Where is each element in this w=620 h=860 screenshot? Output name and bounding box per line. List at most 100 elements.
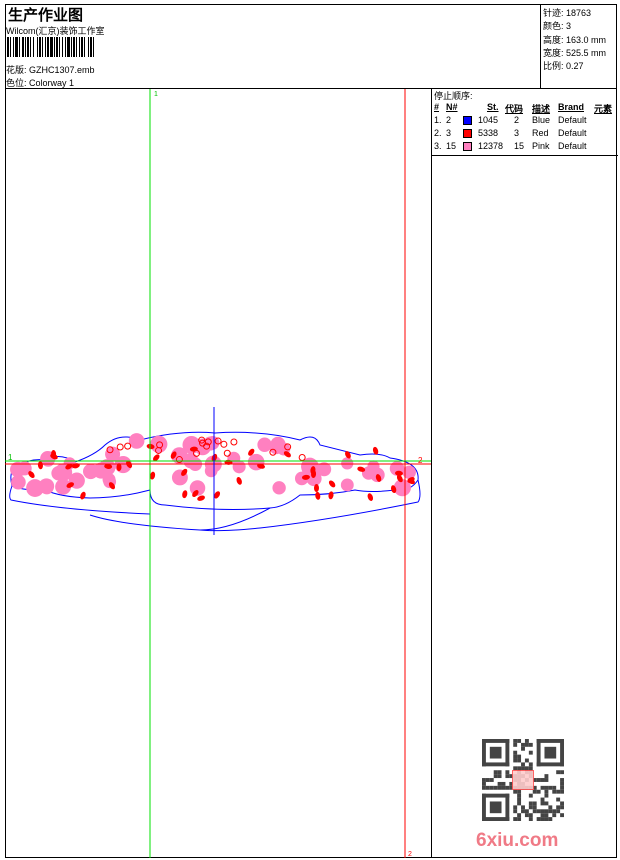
red-leaf: [197, 495, 205, 501]
red-leaf: [372, 446, 379, 455]
red-leaf: [313, 484, 319, 493]
color-count: 颜色: 3: [543, 21, 572, 31]
red-leaf: [170, 451, 177, 459]
row-needle: 2: [446, 115, 452, 125]
row-needle: 15: [446, 141, 457, 151]
red-leaf: [357, 466, 366, 472]
design-outline: [10, 431, 419, 510]
color-swatch: [463, 129, 472, 138]
seal-stamp: [512, 770, 534, 790]
row-desc: Red: [532, 128, 549, 138]
design-info: 针迹: 18763 颜色: 3 高度: 163.0 mm 宽度: 525.5 m…: [540, 4, 617, 89]
stitch-count: 针迹: 18763: [543, 8, 592, 18]
colorway-value: Colorway 1: [29, 78, 75, 88]
red-leaf: [149, 471, 156, 480]
pink-flower: [11, 474, 26, 490]
col-desc: 描述: [532, 104, 551, 114]
red-leaf: [345, 451, 351, 459]
red-vine: [214, 437, 222, 445]
row-stitches: 1045: [478, 115, 499, 125]
red-vine: [155, 446, 163, 454]
red-leaf: [248, 448, 255, 456]
pink-flower: [340, 478, 354, 492]
stop-row[interactable]: 1. 2 1045 2 Blue Default: [432, 115, 618, 128]
red-vine: [192, 449, 200, 457]
row-index: 3.: [434, 141, 442, 151]
red-vine: [116, 443, 124, 451]
colorway: 色位: Colorway 1: [6, 76, 74, 89]
design-base-outline: [9, 479, 421, 532]
row-stitches: 12378: [478, 141, 504, 151]
red-leaf: [395, 470, 403, 476]
stop-row[interactable]: 2. 3 5338 3 Red Default: [432, 128, 618, 141]
red-vine: [230, 438, 238, 446]
red-leaf: [146, 443, 155, 450]
red-leaf: [80, 491, 86, 500]
pink-flower: [55, 478, 72, 495]
panel-divider: [432, 155, 618, 156]
row-brand: Default: [558, 128, 587, 138]
row-desc: Blue: [532, 115, 551, 125]
red-leaf: [37, 461, 43, 470]
red-leaf: [28, 471, 35, 478]
red-leaf: [192, 490, 199, 497]
color-swatch: [463, 116, 472, 125]
red-leaf: [182, 490, 188, 499]
col-element: 元素: [594, 104, 613, 114]
barcode: [7, 37, 96, 57]
red-leaf: [50, 453, 58, 460]
pink-flower: [402, 465, 416, 479]
sheet-frame: [5, 4, 617, 858]
row-stitches: 5338: [478, 128, 499, 138]
col-needle: N#: [446, 102, 458, 112]
watermark-logo: 6xiu.com: [476, 830, 559, 851]
marker-top: 1: [154, 91, 158, 98]
pink-flower: [257, 437, 272, 452]
red-vine: [106, 446, 114, 454]
red-vine: [204, 438, 212, 446]
red-leaf: [116, 463, 122, 472]
red-leaf: [367, 493, 374, 501]
pattern-file: 花版: GZHC1307.emb: [6, 63, 95, 76]
stop-sequence-panel: 停止顺序: # N# St. 代码 描述 Brand 元素 1. 2 1045 …: [431, 88, 618, 858]
design-height: 高度: 163.0 mm: [543, 35, 607, 45]
red-leaf: [181, 468, 188, 476]
pink-flower: [269, 440, 283, 455]
pattern-value: GZHC1307.emb: [29, 65, 95, 75]
page-title: 生产作业图: [8, 7, 84, 24]
pink-flower: [317, 462, 332, 477]
studio-name: Wilcom(汇京)装饰工作室: [6, 26, 105, 36]
red-leaf: [328, 491, 334, 500]
red-vine: [298, 453, 306, 461]
row-code: 2: [514, 115, 520, 125]
red-leaf: [283, 451, 291, 458]
red-leaf: [153, 454, 160, 462]
pattern-label: 花版:: [6, 65, 27, 75]
red-leaf: [214, 491, 221, 499]
pink-flower: [128, 433, 145, 449]
row-code: 15: [514, 141, 525, 151]
red-leaf: [375, 474, 382, 482]
marker-right: 2: [418, 456, 423, 465]
row-needle: 3: [446, 128, 452, 138]
col-index: #: [434, 102, 440, 112]
marker-bottom: 2: [408, 851, 412, 858]
red-vine: [175, 456, 183, 464]
row-desc: Pink: [532, 141, 550, 151]
red-vine: [203, 442, 211, 450]
pink-flower: [51, 466, 66, 481]
row-brand: Default: [558, 115, 587, 125]
pink-flower: [341, 457, 354, 470]
row-brand: Default: [558, 141, 587, 151]
col-stitches: St.: [487, 102, 499, 112]
colorway-label: 色位:: [6, 78, 27, 88]
red-leaf: [301, 474, 310, 480]
design-scale: 比例: 0.27: [543, 61, 584, 71]
pink-flower: [272, 481, 286, 495]
red-vine: [124, 442, 132, 450]
design-width: 宽度: 525.5 mm: [543, 48, 607, 58]
pink-flower: [105, 446, 121, 462]
stop-row[interactable]: 3. 15 12378 15 Pink Default: [432, 141, 618, 154]
pink-flower: [26, 479, 44, 497]
